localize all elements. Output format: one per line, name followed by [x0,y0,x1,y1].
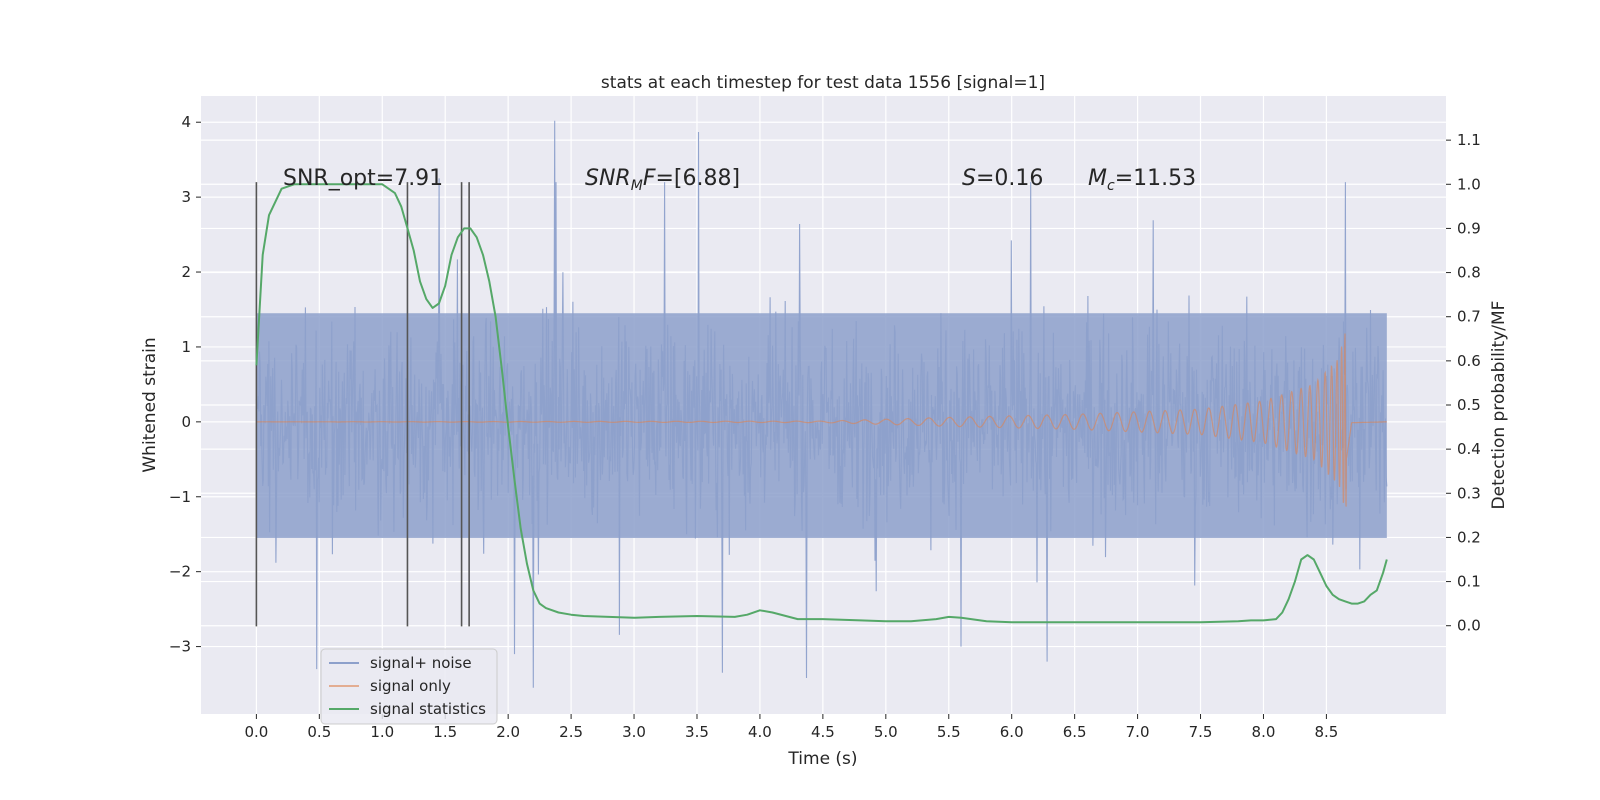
x-tick-label: 2.5 [559,723,583,741]
legend-box [320,648,498,725]
y-left-tick-label: 3 [181,188,191,206]
y-right-tick-label: 0.2 [1457,528,1481,546]
snr-mf-sub: M [631,178,643,194]
x-tick-label: 8.5 [1314,723,1338,741]
legend-label-signal: signal only [370,677,451,695]
y-left-tick-label: −2 [169,563,191,581]
signal-series [256,333,1387,507]
snr-mf-italic: SNR [585,166,631,191]
s-value: =0.16 [976,166,1043,191]
x-axis-label: Time (s) [787,749,857,769]
mc-italic: M [1088,166,1107,191]
y-left-tick-label: 4 [181,113,191,131]
x-tick-label: 7.0 [1126,723,1150,741]
y-right-tick-label: 0.5 [1457,396,1481,414]
x-tick-label: 0.5 [307,723,331,741]
x-tick-label: 1.5 [433,723,457,741]
y-right-tick-label: 1.1 [1457,131,1481,149]
snr-mf-value: =[6.88] [655,166,740,191]
y-axis-right-ticks: 1.1 1.0 0.9 0.8 0.7 0.6 0.5 0.4 0.3 0.2 0.1 0.0 [1446,131,1481,635]
y-left-tick-label: 1 [181,338,191,356]
y-right-tick-label: 0.4 [1457,440,1481,458]
legend: signal+ noise signal only signal statist… [320,648,498,725]
y-left-tick-label: 2 [181,263,191,281]
annotation-mc: Mc=11.53 [1088,166,1196,194]
x-tick-label: 4.5 [811,723,835,741]
y-right-tick-label: 0.3 [1457,484,1481,502]
snr-mf-italic2: F [643,166,656,191]
x-tick-label: 5.5 [937,723,961,741]
y-right-tick-label: 0.6 [1457,352,1481,370]
y-axis-label: Whitened strain [140,337,160,472]
x-axis-ticks: 0.0 0.5 1.0 1.5 2.0 2.5 3.0 3.5 4.0 4.5 5.0 5.5 6.0 6… [244,714,1338,741]
x-tick-label: 7.5 [1189,723,1213,741]
annotation-snr-mf: SNRMF=[6.88] [585,166,740,194]
x-tick-label: 6.5 [1063,723,1087,741]
x-tick-label: 4.0 [748,723,772,741]
x-tick-label: 1.0 [370,723,394,741]
mc-sub: c [1107,178,1115,194]
y-axis-label-right: Detection probability/MF [1489,301,1509,510]
legend-label-stats: signal statistics [370,700,486,718]
x-tick-label: 2.0 [496,723,520,741]
y-right-tick-label: 0.1 [1457,573,1481,591]
x-tick-label: 6.0 [1000,723,1024,741]
y-right-tick-label: 0.0 [1457,617,1481,635]
annotation-s: S=0.16 [962,166,1043,191]
y-right-tick-label: 0.9 [1457,219,1481,237]
stats-line [255,183,1388,624]
x-tick-label: 8.0 [1252,723,1276,741]
y-right-tick-label: 0.8 [1457,264,1481,282]
chart-title: stats at each timestep for test data 155… [601,73,1045,93]
noise-line [255,120,1388,688]
y-left-tick-label: −3 [169,638,191,656]
y-right-tick-label: 1.0 [1457,175,1481,193]
y-axis-left-ticks: 4 3 2 1 0 −1 −2 −3 [169,113,201,656]
annotation-snr-opt: SNR_opt=7.91 [283,166,443,191]
s-italic: S [962,166,976,191]
vertical-markers [255,182,470,627]
mc-value: =11.53 [1115,166,1196,191]
y-left-tick-label: 0 [181,413,191,431]
y-left-tick-label: −1 [169,488,191,506]
legend-label-noise: signal+ noise [370,654,472,672]
y-right-tick-label: 0.7 [1457,308,1481,326]
signal-line [256,333,1387,507]
x-tick-label: 0.0 [244,723,268,741]
stats-series [255,183,1388,624]
x-tick-label: 5.0 [874,723,898,741]
x-tick-label: 3.0 [622,723,646,741]
x-tick-label: 3.5 [685,723,709,741]
